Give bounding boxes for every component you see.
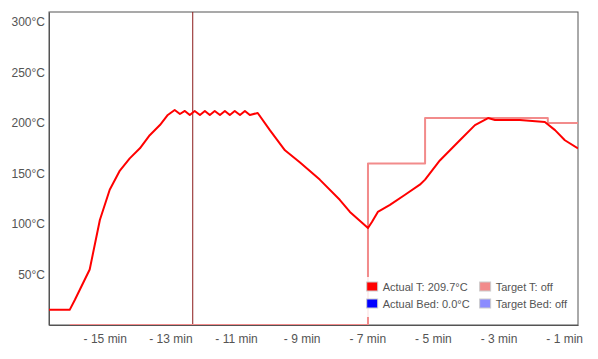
- x-tick: - 1 min: [546, 325, 583, 346]
- y-tick: 100°C: [12, 217, 50, 231]
- legend-swatch: [480, 282, 491, 291]
- x-tick-label: - 13 min: [149, 332, 192, 346]
- chart: 50°C100°C150°C200°C250°C300°C- 15 min- 1…: [0, 0, 598, 359]
- x-tick-label: - 9 min: [284, 332, 321, 346]
- x-tick-label: - 15 min: [84, 332, 127, 346]
- legend-item: Actual Bed: 0.0°C: [367, 298, 470, 310]
- plot-frame: [49, 12, 578, 325]
- y-axis: 50°C 100°C 150°C 200°C 250°C 300°C: [12, 13, 50, 326]
- x-tick: - 13 min: [149, 325, 192, 346]
- y-tick-label: 300°C: [12, 15, 46, 29]
- legend-background: [362, 277, 572, 317]
- legend-item: Actual T: 209.7°C: [367, 281, 468, 293]
- legend-label: Actual Bed: 0.0°C: [383, 298, 470, 310]
- x-tick: - 15 min: [84, 325, 127, 346]
- legend-label: Actual T: 209.7°C: [383, 281, 468, 293]
- x-tick: - 5 min: [415, 325, 452, 346]
- y-tick-label: 100°C: [12, 217, 46, 231]
- legend-swatch: [367, 282, 378, 291]
- legend-swatch: [480, 299, 491, 308]
- x-axis: - 15 min - 13 min - 11 min - 9 min - 7 min - …: [50, 325, 584, 346]
- x-tick-label: - 7 min: [349, 332, 386, 346]
- y-tick-label: 50°C: [18, 268, 45, 282]
- x-tick: - 7 min: [349, 325, 386, 346]
- legend-swatch: [367, 299, 378, 308]
- y-tick-label: 200°C: [12, 116, 46, 130]
- x-tick-label: - 1 min: [546, 332, 583, 346]
- y-tick: 300°C: [12, 15, 50, 29]
- y-tick: 200°C: [12, 116, 50, 130]
- marker-line: [192, 12, 193, 325]
- x-tick: - 11 min: [215, 325, 257, 346]
- x-tick: - 3 min: [481, 325, 518, 346]
- y-tick: 250°C: [12, 66, 50, 80]
- plot-area: [49, 12, 578, 325]
- y-tick-label: 150°C: [12, 167, 46, 181]
- legend-item: Target Bed: off: [480, 298, 568, 310]
- legend-item: Target T: off: [480, 281, 554, 293]
- legend: Actual T: 209.7°C Actual Bed: 0.0°C Target…: [362, 277, 572, 317]
- series-line: [70, 118, 578, 325]
- legend-label: Target T: off: [496, 281, 554, 293]
- x-axis-line: [50, 325, 579, 326]
- y-tick-label: 250°C: [12, 66, 46, 80]
- x-tick-label: - 5 min: [415, 332, 452, 346]
- legend-label: Target Bed: off: [496, 298, 568, 310]
- y-axis-line: [49, 13, 50, 326]
- y-tick: 150°C: [12, 167, 50, 181]
- y-tick: 50°C: [18, 268, 49, 282]
- x-tick-label: - 11 min: [215, 332, 257, 346]
- x-tick-label: - 3 min: [481, 332, 518, 346]
- x-tick: - 9 min: [284, 325, 321, 346]
